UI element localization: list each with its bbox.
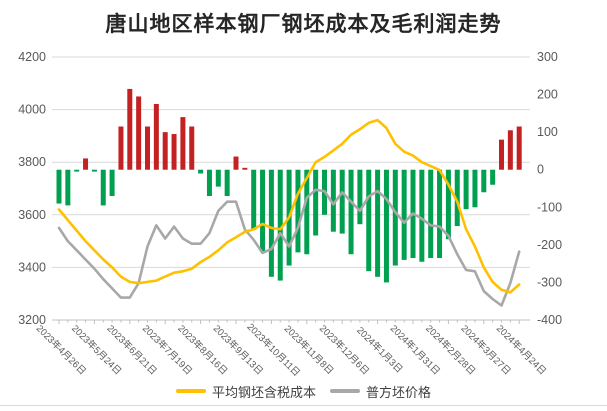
profit-bar — [242, 167, 248, 170]
profit-bar — [348, 169, 354, 255]
profit-bar — [260, 169, 266, 253]
y-axis-label-right: 0 — [537, 163, 544, 177]
profit-bar — [472, 169, 478, 208]
profit-bar — [313, 169, 319, 236]
profit-bar — [268, 169, 274, 277]
profit-bar — [295, 169, 301, 253]
profit-bar — [304, 169, 310, 255]
profit-bar — [224, 169, 230, 197]
profit-bar — [463, 169, 469, 210]
profit-bar — [330, 169, 336, 232]
profit-bar — [206, 169, 212, 197]
profit-bar — [56, 169, 62, 204]
cost-line — [57, 118, 521, 294]
y-axis-label-left: 3600 — [18, 208, 46, 222]
profit-bar — [383, 169, 389, 283]
y-axis-label-left: 3800 — [18, 155, 46, 169]
profit-bar — [153, 103, 159, 170]
y-axis-label-right: 100 — [537, 125, 558, 139]
profit-bar — [507, 130, 513, 170]
profit-bar — [516, 126, 522, 170]
price-line — [57, 188, 521, 307]
cost-line-swatch-icon — [175, 389, 206, 393]
y-axis-label-right: -100 — [537, 200, 562, 214]
profit-bar — [189, 126, 195, 170]
y-axis-label-left: 4200 — [18, 50, 46, 64]
profit-bar — [277, 169, 283, 281]
profit-bar — [392, 169, 398, 266]
profit-bar — [215, 169, 221, 187]
profit-bar — [145, 126, 150, 170]
y-axis-label-right: 200 — [537, 88, 558, 102]
price-line-swatch-icon — [330, 389, 360, 393]
y-axis-label-left: 4000 — [18, 103, 46, 117]
profit-bar — [428, 169, 434, 259]
profit-bar — [118, 126, 124, 170]
profit-bar — [357, 169, 363, 225]
profit-bar — [419, 169, 425, 262]
profit-bar — [445, 169, 451, 240]
profit-bar — [437, 169, 443, 259]
legend-price-label: 普方坯价格 — [366, 384, 432, 400]
profit-bar — [91, 169, 97, 172]
profit-bar — [339, 169, 345, 234]
profit-bar — [375, 169, 381, 277]
profit-bar — [162, 132, 168, 170]
y-axis-label-left: 3200 — [18, 313, 46, 327]
profit-bar — [499, 139, 504, 170]
y-axis-label-right: 300 — [537, 50, 558, 64]
profit-bar — [481, 169, 487, 193]
profit-bar — [233, 156, 239, 170]
profit-bar — [100, 169, 106, 206]
profit-bar — [171, 134, 177, 170]
profit-bar — [74, 169, 80, 172]
profit-bar — [401, 169, 407, 260]
y-axis-label-right: -300 — [537, 275, 562, 289]
profit-bar — [83, 158, 89, 170]
bottom-divider — [0, 405, 607, 406]
legend-cost-label: 平均钢坯含税成本 — [211, 384, 316, 400]
profit-bar — [366, 169, 372, 272]
profit-bar — [180, 117, 186, 170]
y-axis-label-right: -200 — [537, 238, 562, 252]
legend-item-price: 普方坯价格 — [330, 382, 431, 401]
profit-bar — [65, 169, 71, 206]
profit-bar — [109, 169, 115, 197]
profit-bar — [136, 96, 142, 170]
profit-bar — [490, 169, 496, 185]
profit-bar — [198, 169, 204, 174]
profit-bar — [251, 169, 257, 230]
profit-bar — [454, 169, 460, 227]
chart-title: 唐山地区样本钢厂钢坯成本及毛利润走势 — [105, 12, 502, 36]
y-axis-label-right: -400 — [537, 313, 562, 327]
legend-item-cost: 平均钢坯含税成本 — [175, 382, 316, 401]
y-axis-label-left: 3400 — [18, 260, 46, 274]
profit-bar — [127, 88, 133, 170]
chart-legend: 平均钢坯含税成本 普方坯价格 — [0, 379, 607, 403]
